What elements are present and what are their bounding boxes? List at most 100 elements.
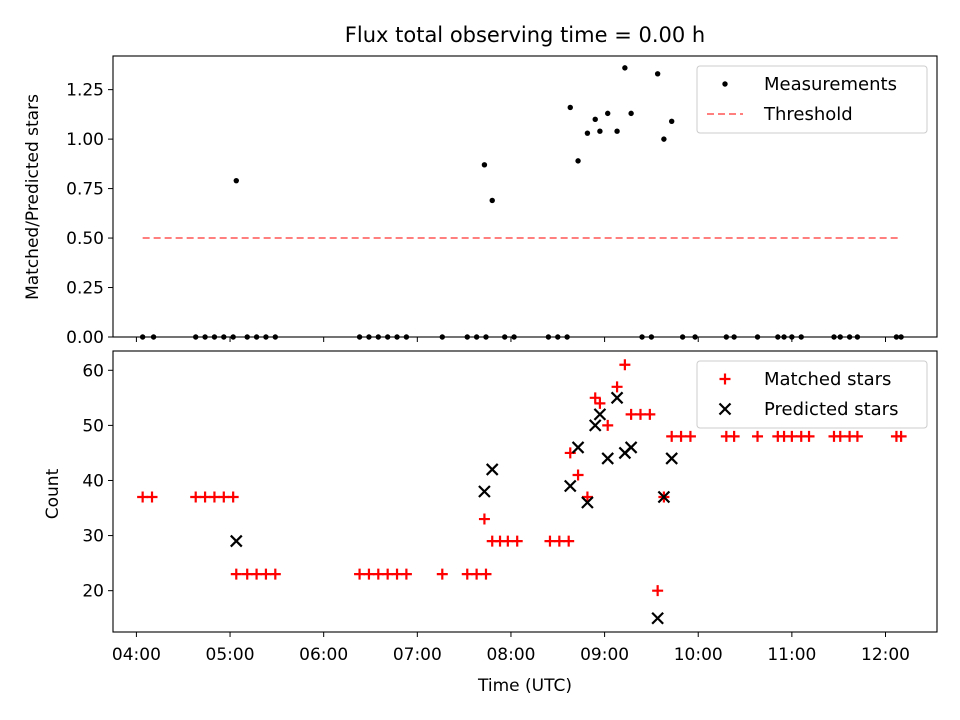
bottom-plot: 20 30 40 50 60 04:00 05:00 06:00 07:00 08:00 09:0… bbox=[43, 350, 938, 696]
predicted-star-point bbox=[665, 452, 678, 465]
measurement-point bbox=[622, 65, 628, 71]
matched-star-point bbox=[227, 491, 239, 503]
matched-star-point bbox=[589, 392, 601, 404]
predicted-star-point bbox=[581, 496, 594, 509]
top-legend: Measurements Threshold bbox=[696, 65, 928, 134]
measurement-point bbox=[661, 136, 667, 142]
measurement-point bbox=[654, 71, 661, 77]
matched-star-point bbox=[594, 397, 606, 409]
predicted-star-point bbox=[657, 490, 671, 504]
measurement-point bbox=[489, 197, 495, 204]
chart-title: Flux total observing time = 0.00 h bbox=[345, 23, 705, 47]
bottom-y-tick-label: 30 bbox=[82, 527, 104, 547]
bottom-x-tick-label: 09:00 bbox=[580, 645, 629, 665]
matched-star-point bbox=[652, 585, 664, 597]
matched-star-point bbox=[563, 535, 575, 547]
top-x-tick-marks bbox=[135, 337, 886, 342]
matched-star-point bbox=[480, 568, 492, 580]
bottom-x-tick-label: 10:00 bbox=[674, 645, 723, 665]
top-legend-marker bbox=[722, 81, 728, 87]
matched-star-point bbox=[851, 430, 863, 442]
top-plot-frame bbox=[112, 55, 938, 338]
matched-star-point bbox=[269, 568, 281, 580]
matched-star-point bbox=[666, 430, 678, 442]
top-y-axis-label: Matched/Predicted stars bbox=[23, 94, 43, 300]
measurement-point bbox=[567, 104, 573, 111]
bottom-y-ticks: 20 30 40 50 60 bbox=[82, 361, 113, 602]
top-y-tick-label: 1.00 bbox=[66, 130, 104, 150]
matched-star-point bbox=[400, 568, 412, 580]
bottom-y-tick-label: 20 bbox=[82, 582, 104, 602]
matched-star-point bbox=[834, 430, 846, 442]
matched-star-point bbox=[190, 491, 202, 503]
matched-star-point bbox=[199, 491, 211, 503]
top-y-ticks: 0.00 0.25 0.50 0.75 1.00 1.25 bbox=[66, 81, 113, 348]
matched-star-point bbox=[544, 535, 556, 547]
matched-star-point bbox=[137, 491, 149, 503]
measurement-point bbox=[668, 118, 675, 125]
bottom-x-ticks: 04:00 05:00 06:00 07:00 08:00 09:00 10:00 11:00… bbox=[112, 632, 910, 665]
matched-star-point bbox=[391, 568, 403, 580]
matched-star-point bbox=[895, 430, 907, 442]
matched-star-point bbox=[511, 535, 523, 547]
bottom-plot-marks bbox=[137, 359, 907, 625]
matched-star-point bbox=[625, 408, 637, 420]
bottom-x-tick-label: 07:00 bbox=[393, 645, 442, 665]
top-legend-frame bbox=[696, 65, 928, 134]
matched-star-point bbox=[241, 568, 253, 580]
measurement-point bbox=[628, 110, 634, 117]
top-y-tick-label: 1.25 bbox=[66, 81, 104, 101]
matched-star-point bbox=[363, 568, 375, 580]
predicted-star-point bbox=[601, 452, 614, 465]
bottom-x-tick-label: 04:00 bbox=[112, 645, 161, 665]
matched-star-point bbox=[478, 513, 490, 525]
matched-star-point bbox=[728, 430, 740, 442]
measurement-point bbox=[481, 162, 488, 168]
matched-star-point bbox=[230, 568, 242, 580]
matched-star-point bbox=[436, 568, 448, 580]
predicted-star-point bbox=[478, 485, 491, 498]
bottom-legend-marker bbox=[718, 402, 732, 416]
predicted-star-point bbox=[593, 408, 607, 421]
matched-star-point bbox=[675, 430, 687, 442]
top-y-tick-label: 0.50 bbox=[66, 229, 104, 249]
measurement-point bbox=[614, 128, 620, 134]
matched-star-point bbox=[752, 430, 764, 442]
bottom-y-tick-label: 60 bbox=[82, 361, 104, 381]
matched-star-point bbox=[611, 381, 623, 393]
matched-star-point bbox=[251, 568, 263, 580]
bottom-y-axis-label: Count bbox=[43, 468, 63, 519]
predicted-star-point bbox=[571, 441, 585, 454]
matched-star-point bbox=[354, 568, 366, 580]
bottom-legend-label: Predicted stars bbox=[764, 399, 898, 420]
top-y-tick-label: 0.00 bbox=[66, 328, 104, 348]
matched-star-point bbox=[602, 419, 614, 431]
top-legend-label: Threshold bbox=[763, 104, 853, 125]
bottom-x-tick-label: 08:00 bbox=[486, 645, 535, 665]
measurement-point bbox=[584, 130, 591, 136]
matched-star-point bbox=[619, 359, 631, 371]
matched-star-point bbox=[803, 430, 815, 442]
matched-star-point bbox=[502, 535, 514, 547]
matched-star-point bbox=[260, 568, 272, 580]
measurement-point bbox=[597, 128, 603, 134]
matched-star-point bbox=[218, 491, 230, 503]
bottom-x-tick-label: 11:00 bbox=[767, 645, 816, 665]
measurement-point bbox=[575, 158, 581, 164]
top-plot: 0.00 0.25 0.50 0.75 1.00 1.25 Matched/Predict… bbox=[23, 55, 938, 348]
matched-star-point bbox=[372, 568, 384, 580]
matched-star-point bbox=[684, 430, 696, 442]
matched-star-point bbox=[572, 469, 584, 481]
matched-star-point bbox=[146, 491, 158, 503]
bottom-legend-marker bbox=[719, 373, 731, 385]
top-y-tick-label: 0.75 bbox=[66, 180, 104, 200]
top-legend-label: Measurements bbox=[764, 74, 897, 95]
matched-star-point bbox=[644, 408, 656, 420]
matched-star-point bbox=[786, 430, 798, 442]
predicted-star-point bbox=[588, 419, 602, 432]
bottom-x-tick-label: 05:00 bbox=[206, 645, 255, 665]
measurement-point bbox=[592, 116, 598, 123]
bottom-x-tick-label: 12:00 bbox=[861, 645, 910, 665]
matched-star-point bbox=[581, 491, 593, 503]
